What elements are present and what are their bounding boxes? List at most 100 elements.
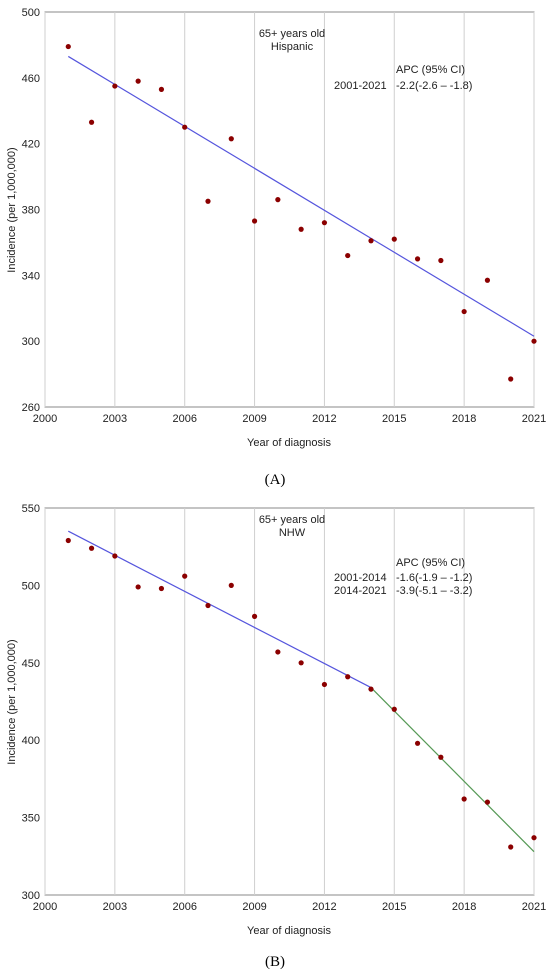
- data-point: [461, 308, 467, 315]
- x-tick-label: 2006: [172, 901, 196, 913]
- data-point: [182, 124, 188, 130]
- data-point: [65, 43, 71, 50]
- y-tick-label: 260: [22, 402, 40, 414]
- trend-lines: [68, 530, 535, 853]
- chart-panel-a: 2000 2003 2006 2009 2012 2015 2018 2021 260 300 3…: [6, 7, 546, 488]
- data-point: [508, 844, 514, 850]
- annotation-age-group: 65+ years old: [259, 514, 325, 526]
- x-tick-labels: 2000 2003 2006 2009 2012 2015 2018 2021: [33, 901, 546, 913]
- annotation-ethnicity: Hispanic: [271, 41, 314, 53]
- y-tick-labels: 260 300 340 380 420 460 500: [22, 7, 40, 414]
- data-point: [414, 256, 421, 262]
- data-point: [251, 613, 258, 619]
- data-point: [298, 226, 304, 232]
- panel-label: (B): [265, 954, 285, 970]
- plot-area: [44, 507, 535, 896]
- y-tick-label: 420: [22, 139, 40, 151]
- data-point: [205, 602, 211, 609]
- data-point: [531, 835, 537, 841]
- x-axis-label: Year of diagnosis: [247, 925, 331, 937]
- x-tick-label: 2006: [172, 413, 196, 425]
- data-point: [461, 796, 467, 802]
- data-point: [112, 553, 118, 559]
- x-tick-label: 2021: [522, 901, 546, 913]
- trend-lines: [67, 55, 535, 337]
- data-points: [65, 43, 537, 382]
- y-tick-label: 380: [22, 205, 40, 217]
- data-point: [508, 376, 514, 382]
- data-point: [251, 218, 258, 224]
- data-point: [112, 83, 118, 89]
- x-tick-label: 2018: [452, 413, 476, 425]
- apc-header: APC (95% CI): [396, 64, 465, 76]
- data-point: [345, 252, 351, 259]
- annotation-age-group: 65+ years old: [259, 28, 325, 40]
- x-tick-labels: 2000 2003 2006 2009 2012 2015 2018 2021: [33, 413, 546, 425]
- x-tick-label: 2015: [382, 413, 406, 425]
- data-point: [368, 686, 374, 692]
- data-point: [298, 660, 304, 666]
- annotation-ethnicity: NHW: [279, 527, 306, 539]
- data-point: [484, 277, 491, 283]
- data-point: [438, 754, 444, 760]
- gridlines: [44, 12, 535, 407]
- y-tick-label: 450: [22, 658, 40, 670]
- x-tick-label: 2018: [452, 901, 476, 913]
- y-tick-label: 550: [22, 503, 40, 515]
- data-point: [135, 78, 141, 84]
- data-point: [135, 584, 141, 590]
- apc-value-2: -3.9(-5.1 – -3.2): [396, 585, 472, 597]
- apc-value-1: -1.6(-1.9 – -1.2): [396, 572, 472, 584]
- plot-area: [44, 11, 535, 408]
- x-tick-label: 2003: [103, 901, 127, 913]
- data-point: [228, 582, 234, 589]
- data-point: [368, 238, 374, 244]
- y-tick-label: 350: [22, 813, 40, 825]
- y-tick-label: 300: [22, 336, 40, 348]
- x-tick-label: 2012: [312, 901, 336, 913]
- data-point: [158, 86, 165, 92]
- data-point: [205, 198, 211, 204]
- x-tick-label: 2015: [382, 901, 406, 913]
- data-point: [275, 197, 281, 203]
- gridlines: [44, 508, 535, 895]
- data-point: [275, 649, 281, 655]
- data-point: [88, 545, 95, 551]
- data-point: [438, 257, 444, 264]
- y-tick-labels: 300 350 400 450 500 550: [22, 503, 40, 902]
- y-tick-label: 500: [22, 7, 40, 19]
- x-tick-label: 2012: [312, 413, 336, 425]
- apc-value: -2.2(-2.6 – -1.8): [396, 80, 472, 92]
- apc-period-2: 2014-2021: [334, 585, 387, 597]
- apc-period-1: 2001-2014: [334, 572, 387, 584]
- data-point: [228, 136, 234, 142]
- data-point: [321, 681, 328, 688]
- y-tick-label: 460: [22, 73, 40, 85]
- y-tick-label: 340: [22, 270, 40, 282]
- trend-line: [67, 55, 535, 337]
- y-tick-label: 500: [22, 580, 40, 592]
- data-point: [88, 119, 95, 125]
- data-points: [65, 537, 537, 850]
- data-point: [65, 537, 71, 544]
- x-tick-label: 2003: [103, 413, 127, 425]
- apc-period: 2001-2021: [334, 80, 387, 92]
- y-axis-label: Incidence (per 1,000,000): [6, 639, 18, 764]
- x-axis-label: Year of diagnosis: [247, 437, 331, 449]
- data-point: [531, 338, 537, 344]
- y-tick-label: 400: [22, 735, 40, 747]
- chart-panel-b: 2000 2003 2006 2009 2012 2015 2018 2021 300 350 4…: [6, 503, 546, 970]
- x-tick-label: 2021: [522, 413, 546, 425]
- x-tick-label: 2000: [33, 413, 57, 425]
- x-tick-label: 2009: [242, 901, 266, 913]
- x-tick-label: 2009: [242, 413, 266, 425]
- data-point: [182, 573, 188, 579]
- x-tick-label: 2000: [33, 901, 57, 913]
- trend-line: [68, 530, 372, 689]
- apc-header: APC (95% CI): [396, 557, 465, 569]
- data-point: [391, 706, 397, 712]
- data-point: [391, 236, 397, 242]
- data-point: [158, 585, 165, 592]
- data-point: [321, 220, 328, 226]
